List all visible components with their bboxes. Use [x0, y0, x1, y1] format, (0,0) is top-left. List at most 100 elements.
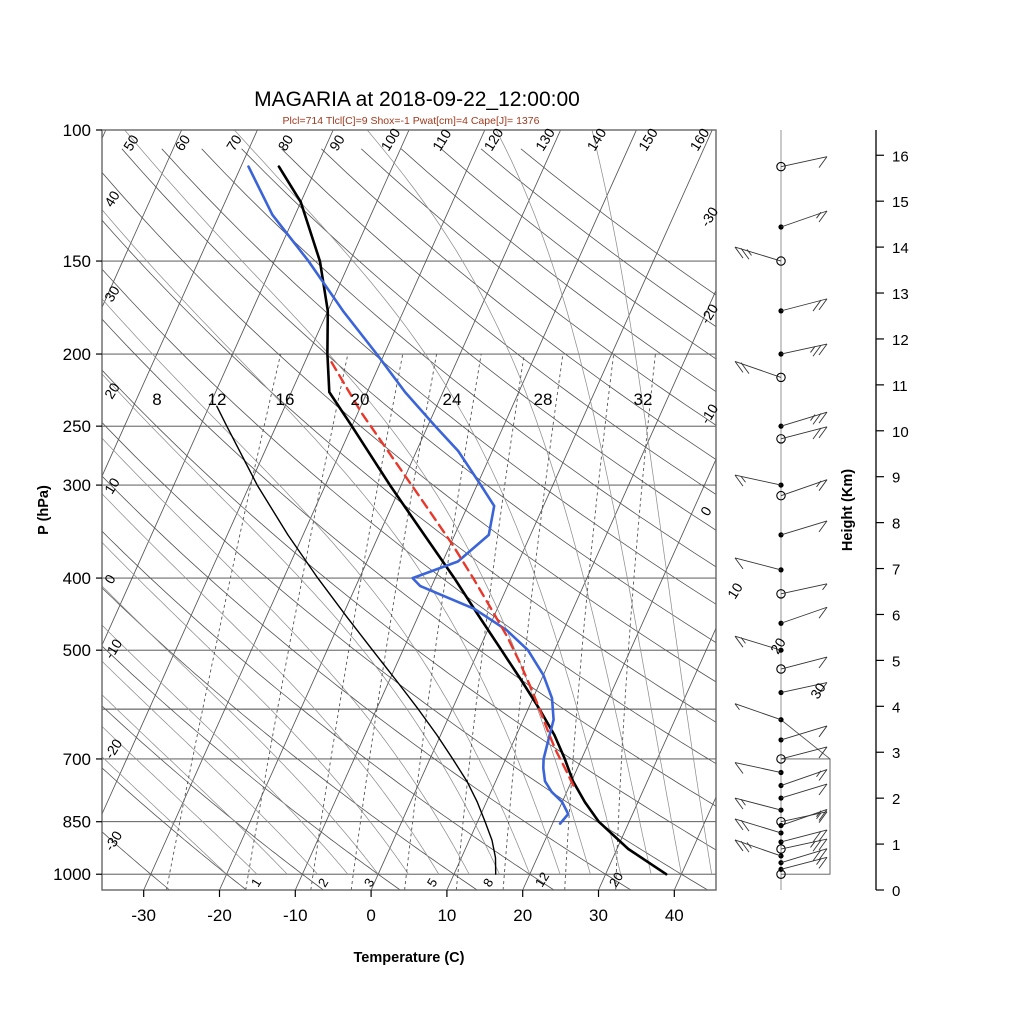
wind-barb-staff	[734, 635, 782, 651]
wind-level-dot	[778, 532, 784, 538]
moist-adiabat	[102, 725, 258, 875]
wind-frame	[781, 758, 831, 875]
wind-level-circle	[776, 372, 786, 383]
wind-barb-half	[740, 637, 746, 644]
isotherm	[102, 130, 182, 309]
wind-barb-staff	[780, 156, 828, 168]
isotherm-label-right: 10	[724, 580, 746, 602]
isotherm-label-left: 20	[101, 380, 123, 402]
moist-adiabat	[102, 373, 500, 875]
wind-barb-staff	[780, 656, 828, 670]
dry-adiabat-label: 80	[274, 132, 296, 154]
height-tick-label: 0	[892, 883, 900, 900]
mixing-ratio-label: 1	[248, 876, 265, 890]
dry-adiabat	[102, 171, 716, 683]
moist-adiabat-label: 8	[152, 390, 161, 409]
wind-barb-full	[740, 362, 750, 374]
pressure-tick-label: 200	[63, 345, 91, 364]
wind-barb-staff	[780, 829, 828, 843]
moist-adiabat-label: 16	[276, 390, 295, 409]
pressure-tick-label: 400	[63, 569, 91, 588]
wind-barb-full	[734, 762, 744, 774]
wind-barb-full	[818, 809, 828, 821]
wind-level-circle	[776, 161, 786, 172]
wind-barb-full	[818, 811, 828, 823]
moist-adiabat	[366, 130, 652, 875]
pressure-tick-label: 300	[63, 476, 91, 495]
mixing-ratio-line	[165, 353, 282, 890]
temperature-tick-label: 40	[665, 906, 684, 925]
series-parcel	[330, 360, 575, 787]
height-tick-label: 15	[892, 194, 909, 211]
mixing-ratio-label: 2	[315, 876, 332, 890]
height-tick-label: 9	[892, 470, 900, 487]
wind-barb-staff	[780, 411, 828, 427]
wind-level-dot	[778, 839, 784, 845]
wind-barb-half	[810, 841, 816, 848]
wind-barb-staff	[780, 682, 828, 693]
wind-barb-full	[812, 344, 822, 357]
wind-barb-full	[812, 830, 822, 843]
wind-frame-diagonal	[780, 719, 831, 760]
isotherm	[219, 130, 561, 890]
wind-barb-full	[818, 769, 828, 781]
moist-adiabat	[102, 694, 288, 875]
height-tick-label: 3	[892, 745, 900, 762]
wind-barb-full	[740, 819, 750, 832]
wind-barb-staff	[734, 839, 782, 857]
temperature-tick-label: 10	[437, 906, 456, 925]
plot-frame	[101, 129, 717, 891]
wind-barb-staff	[780, 298, 828, 312]
wind-barb-staff	[780, 583, 828, 595]
moist-adiabat-label: 12	[208, 390, 227, 409]
dry-adiabat	[102, 268, 716, 765]
wind-barb-full	[818, 520, 828, 533]
wind-barb-full	[734, 557, 744, 570]
mixing-ratio-label: 8	[480, 876, 497, 890]
wind-barb-staff	[780, 479, 828, 497]
height-tick-label: 5	[892, 653, 900, 670]
height-tick-label: 12	[892, 332, 909, 349]
moist-adiabat-label: 20	[351, 390, 370, 409]
moist-adiabat-label: 24	[443, 390, 462, 409]
isotherm-label-left: -20	[101, 736, 125, 762]
wind-barb-staff	[734, 797, 782, 811]
wind-barb-full	[734, 797, 744, 810]
temperature-tick-label: -30	[131, 906, 156, 925]
mixing-ratio-label: 20	[606, 869, 626, 889]
moist-adiabat-label: 28	[534, 390, 553, 409]
pressure-tick-label: 1000	[53, 865, 91, 884]
wind-barb-half	[816, 812, 822, 820]
wind-barb-half	[734, 703, 740, 710]
mixing-ratio-line	[455, 353, 525, 890]
wind-barb-half	[746, 249, 752, 256]
isotherm	[750, 130, 1024, 890]
height-tick-label: 1	[892, 837, 900, 854]
isotherm	[102, 130, 107, 140]
wind-level-circle	[776, 434, 786, 444]
wind-level-dot	[778, 689, 784, 696]
wind-barb-half	[816, 770, 822, 777]
dry-adiabat-label: 50	[120, 132, 142, 154]
wind-barb-staff	[734, 246, 782, 262]
mixing-ratio-line	[310, 353, 404, 890]
wind-barb-full	[818, 656, 828, 669]
dry-adiabat	[241, 148, 716, 531]
height-tick-label: 11	[892, 378, 908, 395]
wind-level-circle	[776, 844, 786, 854]
moist-adiabat-label: 32	[634, 390, 653, 409]
moist-adiabat	[124, 130, 591, 875]
wind-barb-staff	[780, 210, 828, 228]
wind-barb-staff	[734, 818, 782, 834]
wind-barb-full	[818, 857, 828, 869]
y-axis-label-left: P (hPa)	[36, 485, 52, 535]
pressure-tick-label: 500	[63, 641, 91, 660]
wind-barb-full	[734, 818, 744, 831]
wind-barb-staff	[780, 606, 828, 624]
isotherm-label-left: 40	[101, 188, 123, 210]
wind-level-circle	[776, 589, 786, 599]
isotherm-label-right: 20	[767, 635, 789, 657]
mixing-ratio-line	[502, 353, 564, 890]
